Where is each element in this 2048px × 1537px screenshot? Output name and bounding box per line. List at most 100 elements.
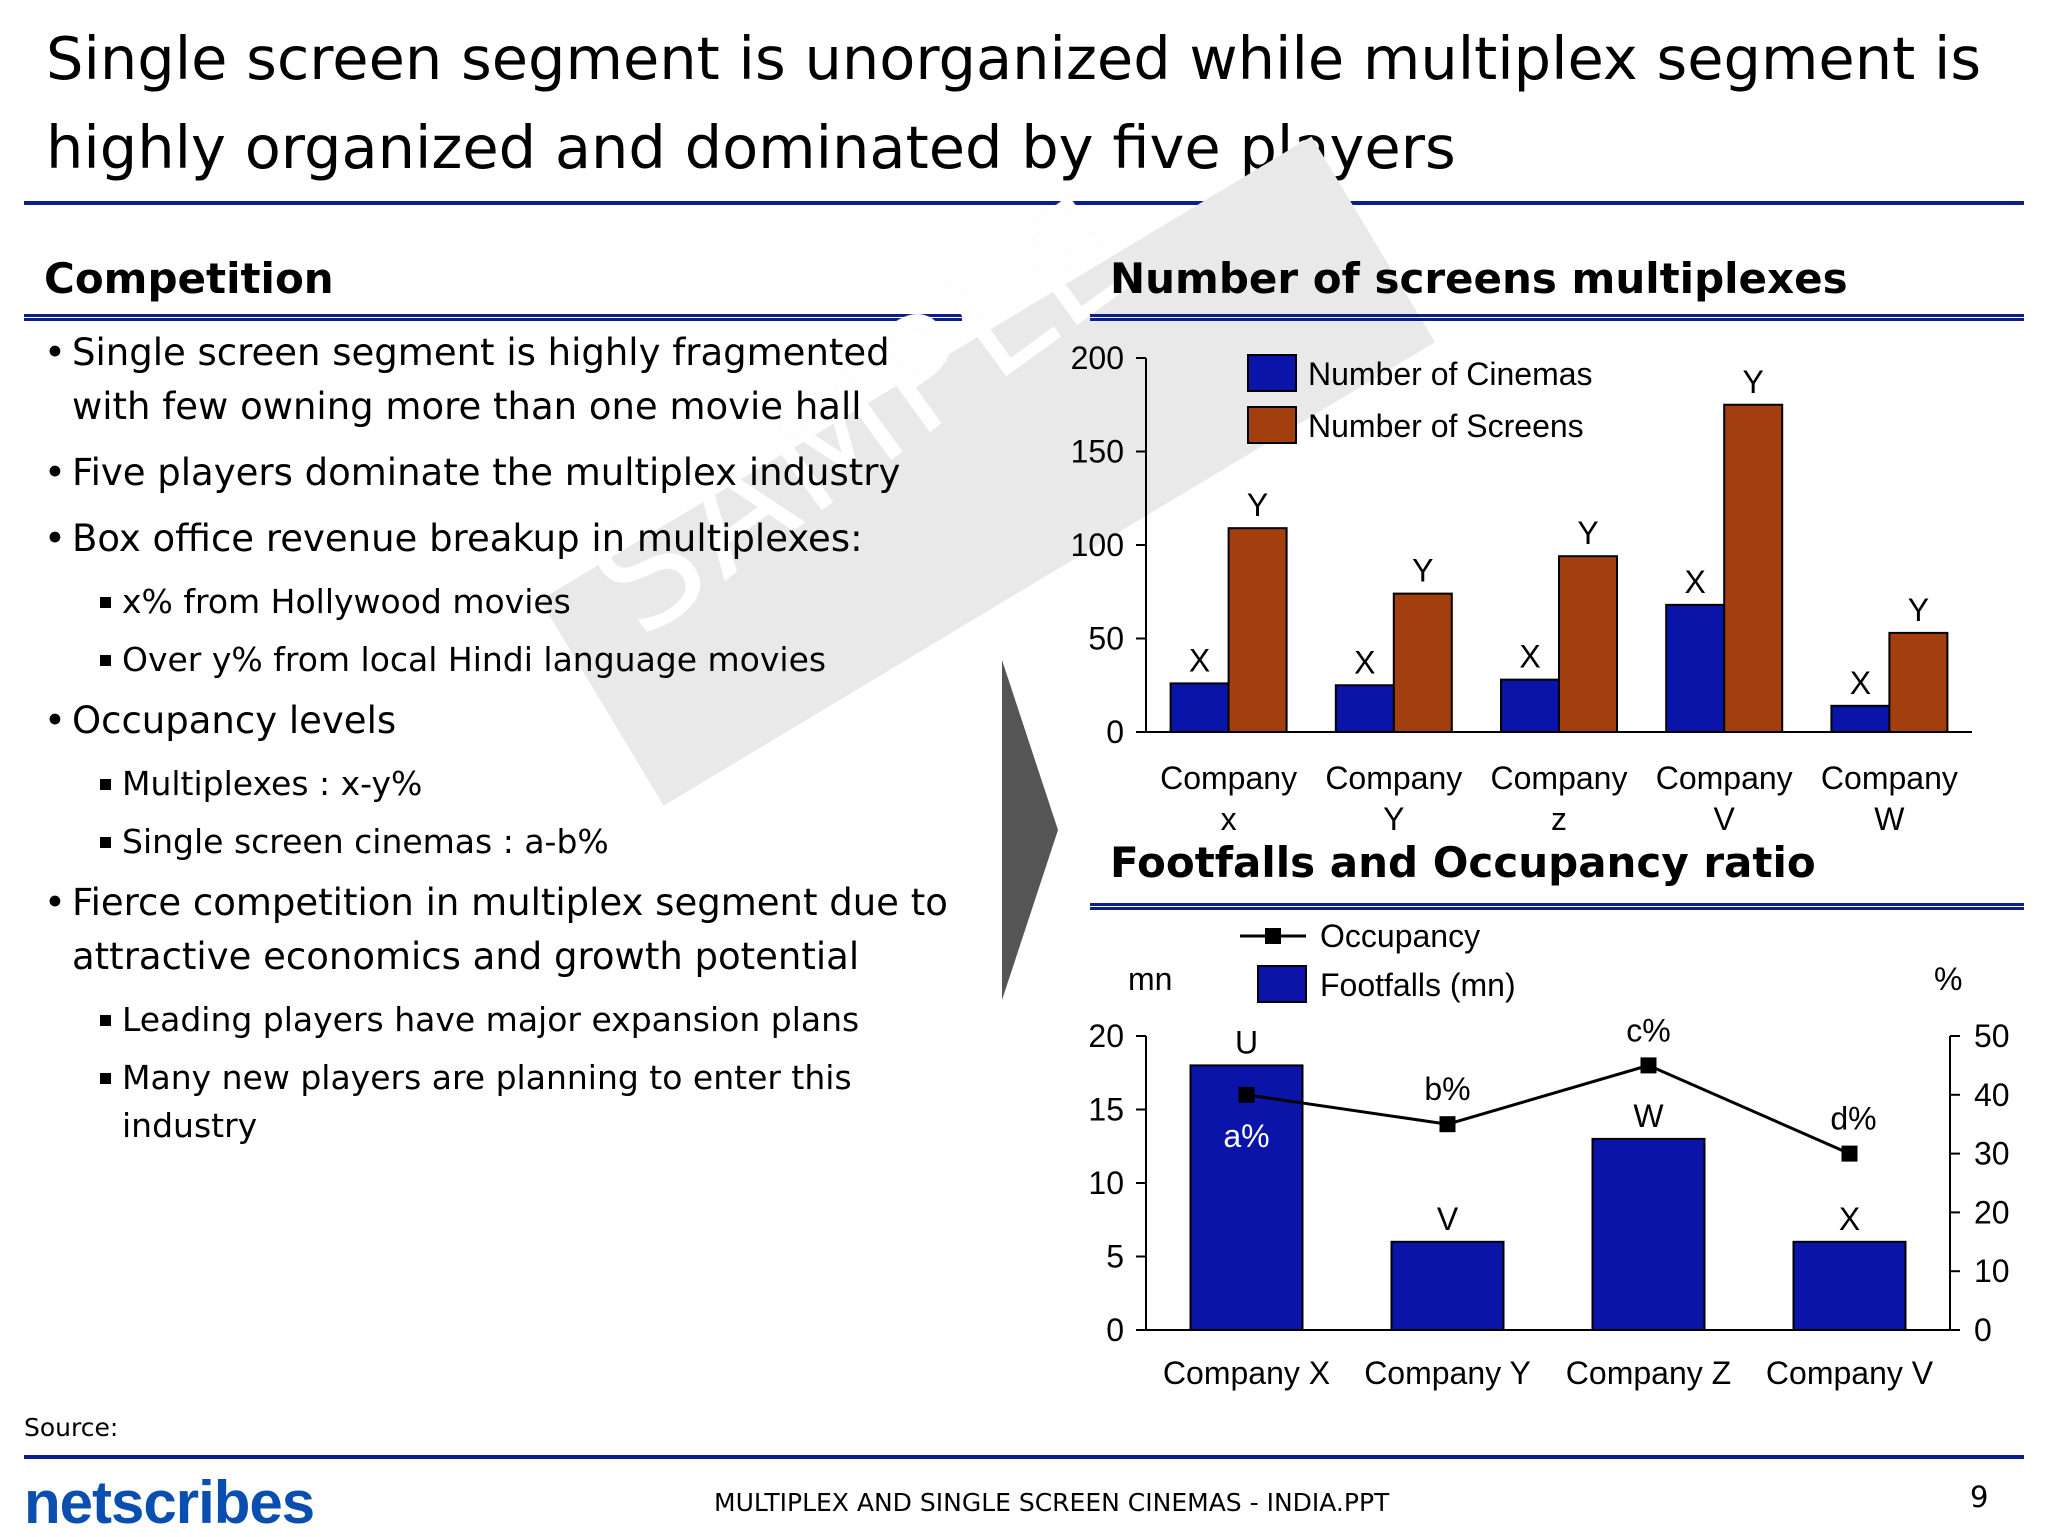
square-bullet-icon: [100, 837, 111, 848]
x-tick-label: Company X: [1163, 1355, 1330, 1391]
y-tick-label-right: 30: [1974, 1136, 2010, 1172]
x-tick-label: Company: [1491, 760, 1628, 796]
source-label: Source:: [24, 1413, 119, 1442]
y-tick-label: 200: [1071, 340, 1124, 376]
bullet-dot-icon: •: [44, 881, 66, 924]
x-tick-label: Y: [1383, 801, 1404, 837]
x-tick-label: Company: [1325, 760, 1462, 796]
x-tick-label: Company: [1160, 760, 1297, 796]
sub-bullet-item: Many new players are planning to enter t…: [44, 1054, 974, 1150]
competition-heading: Competition: [44, 254, 334, 303]
y-tick-label-right: 10: [1974, 1253, 2010, 1289]
legend-label: Number of Screens: [1308, 408, 1584, 444]
line-data-label: a%: [1223, 1118, 1269, 1154]
bullet-dot-icon: •: [44, 699, 66, 742]
footfalls-combo-chart: 0 5 10 15 20 0 10 20 30 40 50 mn % Company X Company Y…: [1088, 918, 2010, 1391]
data-label: Y: [1743, 364, 1764, 400]
sub-bullet-text: Multiplexes : x-y%: [122, 764, 423, 803]
y-tick-label: 100: [1071, 527, 1124, 563]
data-label: X: [1519, 639, 1540, 675]
x-tick-label: Company Y: [1364, 1355, 1531, 1391]
bar-screens: [1392, 592, 1453, 733]
bar-footfalls: [1390, 1240, 1505, 1331]
square-bullet-icon: [100, 1015, 111, 1026]
y-tick-label-left: 20: [1088, 1018, 1124, 1054]
x-tick-label: Company: [1821, 760, 1958, 796]
y-axis-label-left: mn: [1128, 961, 1172, 997]
x-tick-label: V: [1714, 801, 1736, 837]
square-bullet-icon: [100, 779, 111, 790]
x-tick-label: Company Z: [1566, 1355, 1731, 1391]
legend-label: Occupancy: [1320, 918, 1480, 954]
competition-bullets: • Single screen segment is highly fragmen…: [44, 326, 974, 1160]
y-tick-label-left: 15: [1088, 1092, 1124, 1128]
bar-data-label: X: [1839, 1201, 1860, 1237]
x-tick-label: x: [1221, 801, 1237, 837]
bar-data-label: V: [1437, 1201, 1459, 1237]
bar-screens: [1723, 403, 1784, 733]
line-marker: [1238, 1086, 1255, 1103]
screens-chart-heading: Number of screens multiplexes: [1110, 254, 1848, 303]
bullet-item: • Fierce competition in multiplex segment…: [44, 876, 974, 984]
legend-line-marker: [1265, 928, 1281, 944]
bar-cinemas: [1665, 603, 1726, 733]
bar-screens: [1558, 555, 1618, 733]
sub-bullet-text: Over y% from local Hindi language movies: [122, 640, 827, 679]
bullet-dot-icon: •: [44, 517, 66, 560]
x-tick-label: Company V: [1766, 1355, 1934, 1391]
x-tick-label: Company: [1656, 760, 1793, 796]
bullet-dot-icon: •: [44, 331, 66, 374]
sub-bullet-item: x% from Hollywood movies: [44, 578, 974, 626]
footfalls-chart-heading: Footfalls and Occupancy ratio: [1110, 838, 1816, 887]
bar-screens: [1227, 527, 1288, 733]
legend-label: Number of Cinemas: [1308, 356, 1593, 392]
footer-divider: [24, 1455, 2024, 1459]
sub-bullet-item: Single screen cinemas : a-b%: [44, 818, 974, 866]
square-bullet-icon: [100, 655, 111, 666]
y-tick-label-left: 10: [1088, 1165, 1124, 1201]
square-bullet-icon: [100, 597, 111, 608]
bar-data-label: W: [1633, 1098, 1664, 1134]
bar-cinemas: [1169, 682, 1230, 734]
y-tick-label-left: 5: [1106, 1239, 1124, 1275]
bullet-text: Five players dominate the multiplex indu…: [72, 451, 901, 494]
y-tick-label-right: 20: [1974, 1194, 2010, 1230]
line-data-label: d%: [1830, 1101, 1876, 1137]
data-label: X: [1354, 644, 1375, 680]
bar-cinemas: [1334, 684, 1395, 733]
bullet-text: Single screen segment is highly fragment…: [72, 331, 890, 428]
line-marker: [1439, 1116, 1456, 1133]
sub-bullet-text: x% from Hollywood movies: [122, 582, 571, 621]
data-label: X: [1685, 564, 1706, 600]
data-label: Y: [1908, 592, 1929, 628]
bar-cinemas: [1830, 704, 1891, 734]
data-label: X: [1189, 642, 1210, 678]
y-axis-label-right: %: [1934, 961, 1962, 997]
data-label: X: [1850, 665, 1871, 701]
line-marker: [1841, 1145, 1858, 1162]
data-label: Y: [1577, 515, 1598, 551]
sub-bullet-text: Single screen cinemas : a-b%: [122, 822, 609, 861]
data-label: Y: [1247, 487, 1268, 523]
bullet-item: • Box office revenue breakup in multiplex…: [44, 512, 974, 566]
bullet-item: • Occupancy levels: [44, 694, 974, 748]
sub-bullet-item: Over y% from local Hindi language movies: [44, 636, 974, 684]
bar-footfalls: [1189, 1064, 1304, 1331]
netscribes-logo: netscribes: [24, 1469, 315, 1536]
data-label: Y: [1412, 553, 1433, 589]
square-bullet-icon: [100, 1073, 111, 1084]
x-tick-label: z: [1551, 801, 1567, 837]
bullet-item: • Single screen segment is highly fragmen…: [44, 326, 974, 434]
bullet-text: Fierce competition in multiplex segment …: [72, 881, 948, 978]
line-marker: [1640, 1057, 1657, 1074]
bar-footfalls: [1591, 1137, 1706, 1331]
page-number: 9: [1970, 1480, 1989, 1514]
y-tick-label-right: 0: [1974, 1312, 1992, 1348]
sub-bullet-item: Leading players have major expansion pla…: [44, 996, 974, 1044]
transition-arrow-icon: [1002, 660, 1058, 1000]
bar-footfalls: [1792, 1240, 1907, 1331]
screens-bar-chart: 0 50 100 150 200 Company x X Y Company Y X Y Company z…: [1071, 340, 1972, 837]
page-title: Single screen segment is unorganized whi…: [46, 24, 1982, 182]
line-data-label: b%: [1424, 1071, 1470, 1107]
bullet-dot-icon: •: [44, 451, 66, 494]
